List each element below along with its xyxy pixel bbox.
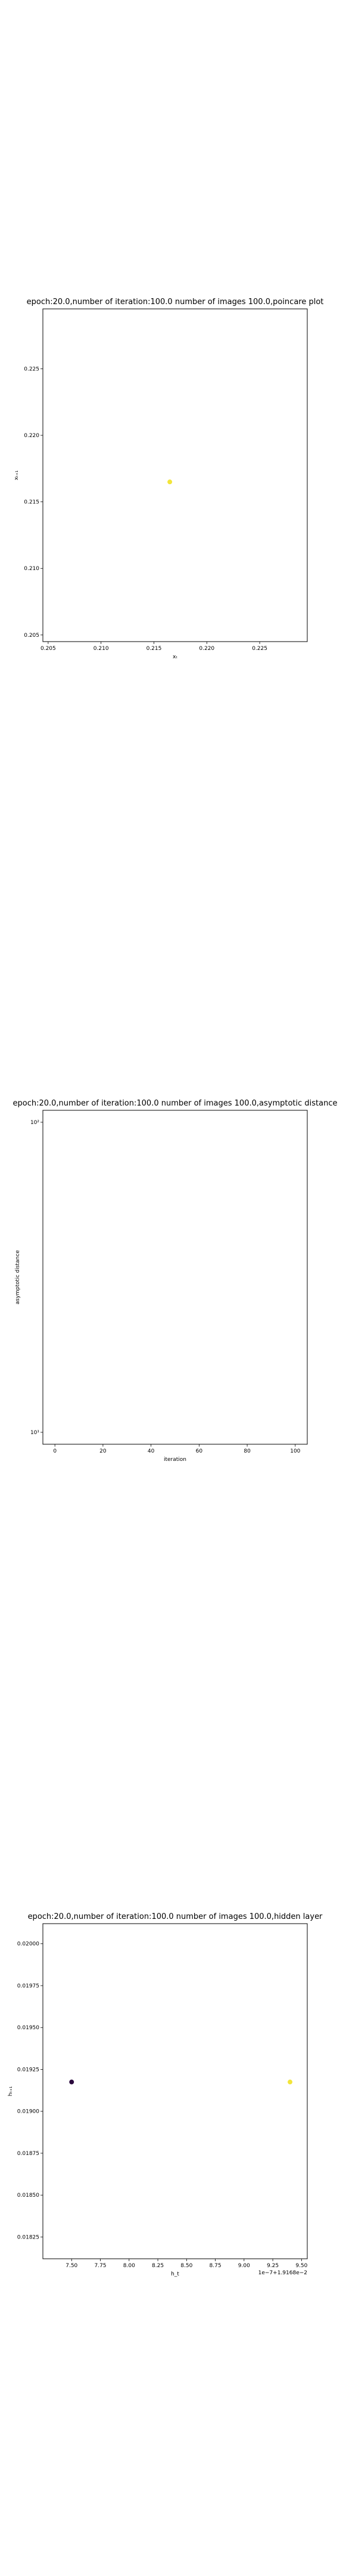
x-tick-label: 8.50 (180, 2263, 192, 2269)
plot-area (42, 1110, 308, 1445)
x-tick-label: 60 (196, 1448, 203, 1454)
x-axis-label: xₜ (173, 654, 177, 660)
data-point (69, 2079, 74, 2085)
x-tick-label: 20 (99, 1448, 107, 1454)
y-axis-label: asymptotic distance (15, 1250, 21, 1304)
x-tick-label: 0.225 (252, 646, 267, 652)
x-tick-label: 7.50 (66, 2263, 77, 2269)
y-tick-label: 0.01850 (17, 2193, 39, 2199)
y-tick-label: 0.205 (24, 633, 39, 639)
chart-title: epoch:20.0,number of iteration:100.0 num… (28, 1912, 323, 1921)
x-axis-label: h_t (171, 2271, 179, 2277)
y-tick-label: 0.215 (24, 500, 39, 506)
chart-title: epoch:20.0,number of iteration:100.0 num… (27, 298, 324, 306)
y-tick-label: 0.01825 (17, 2234, 39, 2240)
x-tick-label: 0.210 (93, 646, 109, 652)
y-tick-label: 0.01900 (17, 2109, 39, 2115)
y-tick-label: 0.01950 (17, 2025, 39, 2031)
x-tick-label: 0 (53, 1448, 57, 1454)
x-tick-label: 9.50 (295, 2263, 307, 2269)
y-tick-label: 0.220 (24, 433, 39, 439)
y-tick-label: 0.01925 (17, 2067, 39, 2073)
y-tick-label: 0.225 (24, 366, 39, 372)
x-tick-label: 8.75 (210, 2263, 222, 2269)
y-tick-label: 0.02000 (17, 1942, 39, 1948)
chart-2: epoch:20.0,number of iteration:100.0 num… (13, 1099, 338, 1463)
x-axis-label: iteration (164, 1457, 186, 1463)
x-tick-label: 8.25 (152, 2263, 164, 2269)
x-tick-label: 7.75 (94, 2263, 106, 2269)
plot-area (42, 308, 308, 642)
y-tick-label: 0.01875 (17, 2151, 39, 2157)
x-tick-label: 0.205 (40, 646, 56, 652)
y-tick-label: 0.210 (24, 566, 39, 572)
x-tick-label: 8.00 (123, 2263, 135, 2269)
plot-area (42, 1923, 308, 2259)
y-axis-label: hₜ₊₁ (8, 2086, 14, 2096)
y-tick-label: 10¹ (30, 1430, 39, 1436)
chart-1: epoch:20.0,number of iteration:100.0 num… (14, 298, 323, 660)
chart-title: epoch:20.0,number of iteration:100.0 num… (13, 1099, 338, 1108)
x-offset-text: 1e−7+1.9168e−2 (258, 2270, 307, 2276)
data-point (167, 479, 173, 485)
y-tick-label: 0.01975 (17, 1983, 39, 1989)
x-tick-label: 0.220 (199, 646, 214, 652)
x-tick-label: 80 (244, 1448, 251, 1454)
x-tick-label: 100 (290, 1448, 300, 1454)
data-point (288, 2079, 293, 2085)
x-tick-label: 40 (148, 1448, 155, 1454)
y-axis-label: xₜ₊₁ (14, 470, 20, 480)
chart-3: epoch:20.0,number of iteration:100.0 num… (8, 1912, 323, 2277)
y-tick-label: 10² (30, 1120, 39, 1126)
x-tick-label: 0.215 (146, 646, 162, 652)
x-tick-label: 9.00 (238, 2263, 250, 2269)
x-tick-label: 9.25 (267, 2263, 279, 2269)
